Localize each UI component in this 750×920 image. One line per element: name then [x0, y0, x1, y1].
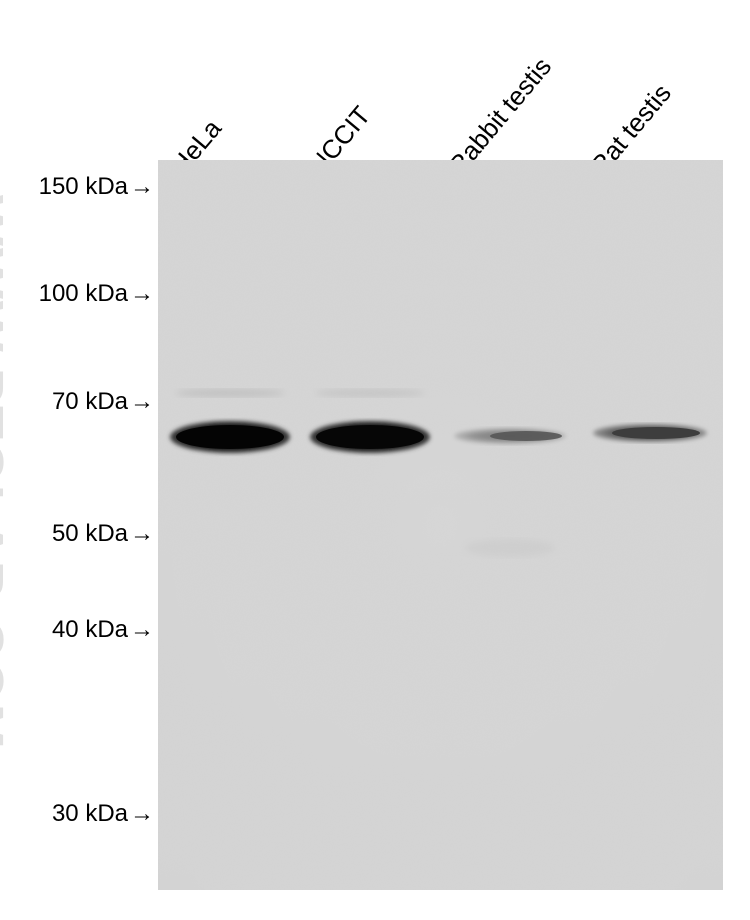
arrow-icon: → [130, 280, 154, 308]
mw-marker-text: 70 kDa [52, 388, 128, 415]
faint-band [175, 389, 285, 397]
figure-container: HeLa NCCIT Rabbit testis Rat testis 150 … [0, 0, 750, 920]
faint-band [315, 389, 425, 397]
mw-marker: 30 kDa→ [40, 800, 154, 828]
mw-marker: 40 kDa→ [40, 616, 154, 644]
mw-marker-text: 40 kDa [52, 616, 128, 643]
mw-marker: 50 kDa→ [40, 520, 154, 548]
mw-marker: 70 kDa→ [40, 388, 154, 416]
arrow-icon: → [130, 616, 154, 644]
arrow-icon: → [130, 173, 154, 201]
blot-membrane [158, 160, 723, 890]
band-rat-core [612, 427, 700, 439]
mw-marker-text: 100 kDa [39, 280, 128, 307]
arrow-icon: → [130, 800, 154, 828]
arrow-icon: → [130, 388, 154, 416]
mw-marker-text: 50 kDa [52, 520, 128, 547]
band-rabbit-core [490, 431, 562, 441]
mw-marker-text: 30 kDa [52, 800, 128, 827]
membrane-background [158, 160, 723, 890]
faint-smudge [465, 539, 555, 557]
band-nccit-core [316, 425, 424, 449]
band-hela-core [176, 425, 284, 449]
watermark: WWW.PTGLAB.COM [0, 195, 15, 751]
arrow-icon: → [130, 520, 154, 548]
watermark-text: WWW.PTGLAB.COM [0, 195, 14, 751]
mw-marker: 100 kDa→ [26, 280, 154, 308]
mw-marker: 150 kDa→ [26, 173, 154, 201]
mw-marker-text: 150 kDa [39, 173, 128, 200]
